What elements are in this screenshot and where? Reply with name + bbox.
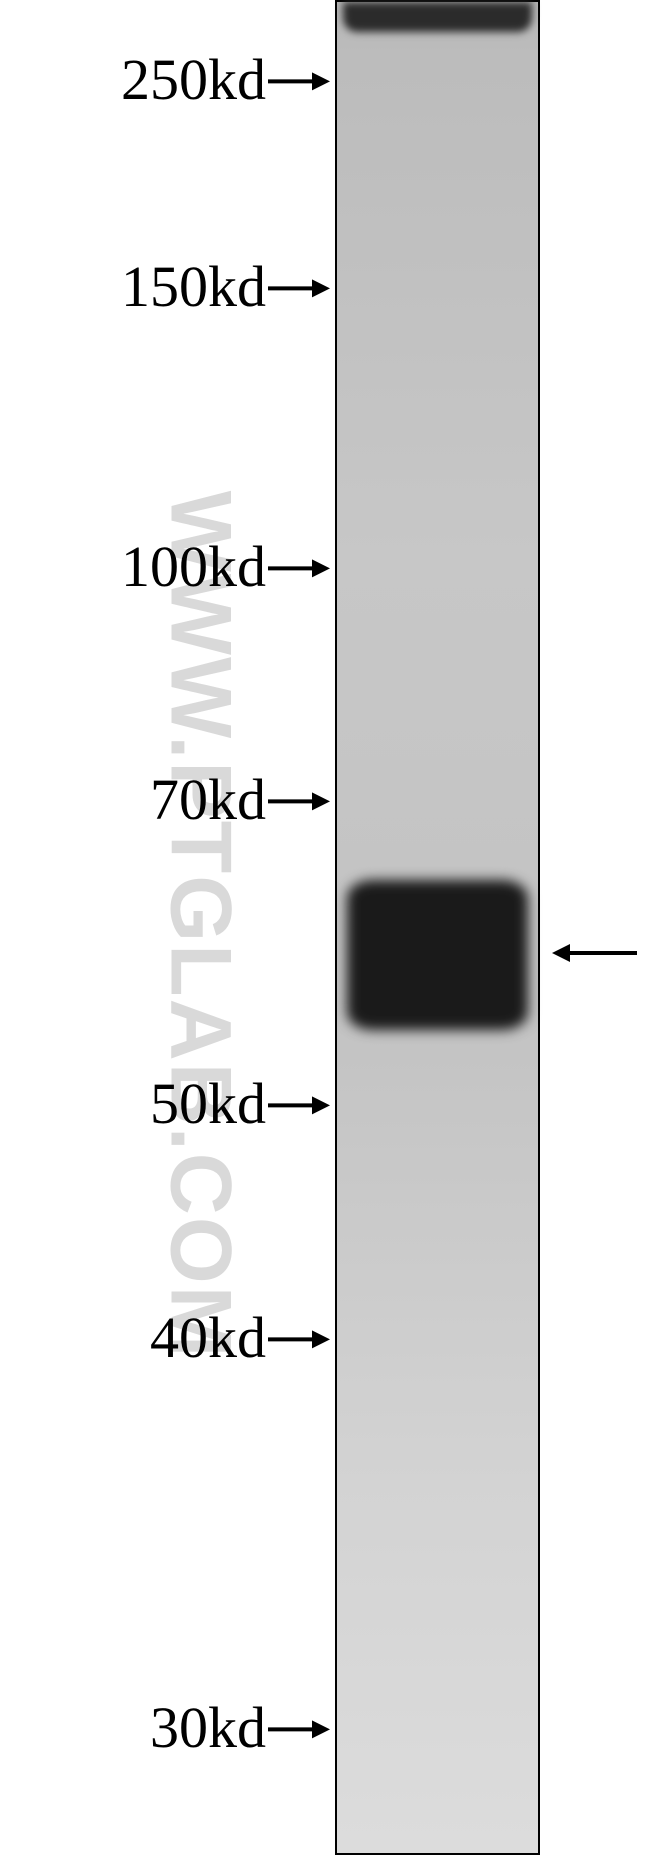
mw-marker-label: 150kd	[121, 254, 266, 319]
mw-marker-30kd: 30kd	[150, 1694, 330, 1763]
mw-marker-label: 100kd	[121, 534, 266, 599]
mw-marker-70kd: 70kd	[150, 766, 330, 835]
arrow-right-icon	[266, 544, 330, 602]
western-blot-figure: WWW.PTGLAB.COM 250kd 150kd 100kd 70kd 50kd 40…	[0, 0, 650, 1855]
mw-marker-label: 40kd	[150, 1305, 266, 1370]
arrow-right-icon	[266, 264, 330, 322]
mw-marker-100kd: 100kd	[121, 533, 330, 602]
mw-marker-50kd: 50kd	[150, 1070, 330, 1139]
mw-marker-label: 250kd	[121, 47, 266, 112]
mw-marker-label: 50kd	[150, 1071, 266, 1136]
arrow-right-icon	[266, 57, 330, 115]
mw-marker-label: 30kd	[150, 1695, 266, 1760]
mw-marker-250kd: 250kd	[121, 46, 330, 115]
arrow-right-icon	[266, 777, 330, 835]
gel-lane	[335, 0, 540, 1855]
arrow-right-icon	[266, 1705, 330, 1763]
arrow-right-icon	[266, 1081, 330, 1139]
target-band	[347, 880, 528, 1030]
target-band-arrow	[552, 933, 642, 978]
mw-marker-150kd: 150kd	[121, 253, 330, 322]
mw-marker-40kd: 40kd	[150, 1304, 330, 1373]
watermark-text: WWW.PTGLAB.COM	[151, 491, 250, 1360]
arrow-right-icon	[266, 1315, 330, 1373]
mw-marker-label: 70kd	[150, 767, 266, 832]
top-smear	[343, 2, 532, 32]
